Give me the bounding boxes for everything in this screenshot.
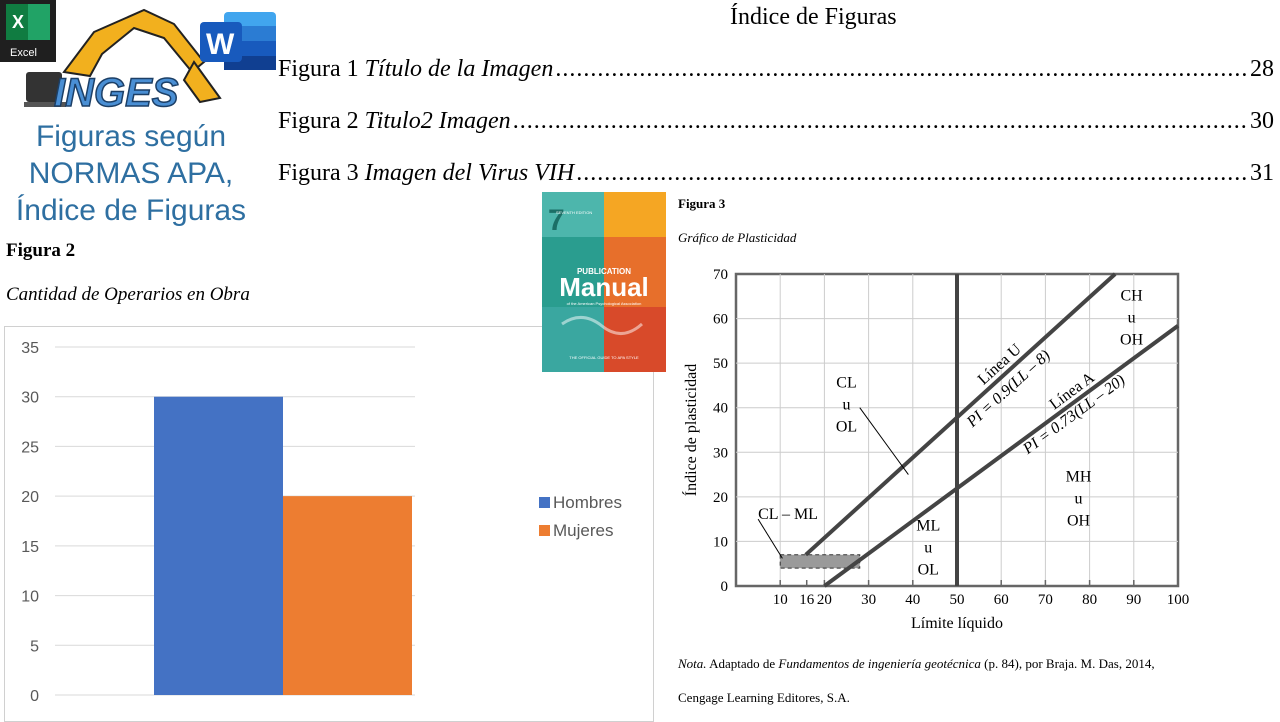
promo-line: NORMAS APA,	[28, 157, 234, 190]
x-tick-label: 70	[1038, 592, 1053, 608]
toc-title: Titulo2 Imagen	[364, 108, 511, 134]
y-tick-label: 60	[713, 312, 728, 328]
figure3-title: Gráfico de Plasticidad	[678, 230, 797, 245]
note-text: (p. 84), por Braja. M. Das, 2014,	[980, 656, 1155, 671]
toc-leader	[576, 158, 1248, 188]
y-tick-label: 30	[713, 445, 728, 461]
y-tick-label: 0	[721, 579, 729, 595]
bar-chart: 0 5 10 15 20 25 30 35 Hombres Mujeres	[4, 326, 654, 722]
toc-label: Figura 1	[278, 56, 359, 82]
y-tick-label: 70	[713, 267, 728, 283]
y-tick-label: 30	[21, 390, 39, 407]
toc-page: 28	[1250, 56, 1274, 82]
label-cl-ol: OL	[836, 419, 857, 436]
figure3-note-line2: Cengage Learning Editores, S.A.	[678, 690, 850, 705]
plasticity-chart: 10 16 20 30 40 50 60 70 80 90 100010203040506070Lí…	[681, 267, 1190, 632]
note-prefix: Nota.	[678, 656, 707, 671]
svg-text:W: W	[206, 28, 235, 61]
svg-text:SEVENTH EDITION: SEVENTH EDITION	[556, 210, 592, 215]
x-tick-label: 80	[1082, 592, 1097, 608]
arrow-cl-ol	[859, 407, 909, 475]
label-ch-oh: u	[1128, 310, 1136, 327]
y-tick-label: 0	[30, 688, 39, 705]
line-u	[804, 272, 1117, 557]
toc-title: Título de la Imagen	[364, 56, 554, 82]
y-axis-label: Índice de plasticidad	[681, 364, 700, 496]
label-ml-ol: ML	[916, 517, 940, 534]
label-cl-ol: u	[843, 397, 851, 414]
inges-logo: INGES	[24, 8, 222, 116]
x-tick-label: 20	[817, 592, 832, 608]
y-tick-label: 10	[713, 534, 728, 550]
x-tick-label: 30	[861, 592, 876, 608]
y-tick-label: 5	[30, 638, 39, 655]
excel-icon: X Excel	[0, 0, 56, 62]
toc-label: Figura 3	[278, 160, 359, 186]
label-mh-oh: OH	[1067, 512, 1091, 529]
note-book: Fundamentos de ingeniería geotécnica	[778, 656, 981, 671]
figure2-title: Cantidad de Operarios en Obra	[6, 284, 250, 305]
legend-label: Mujeres	[553, 521, 613, 540]
y-tick-label: 15	[21, 539, 39, 556]
x-tick-label: 50	[950, 592, 965, 608]
x-tick-label: 60	[994, 592, 1009, 608]
toc-entry[interactable]: Figura 3 Imagen del Virus VIH 31	[278, 158, 1274, 188]
x-axis-label: Límite líquido	[911, 615, 1003, 632]
label-mh-oh: u	[1075, 490, 1083, 507]
figure3-label: Figura 3	[678, 196, 726, 211]
svg-text:X: X	[12, 12, 24, 32]
index-title: Índice de Figuras	[730, 4, 897, 30]
toc-title: Imagen del Virus VIH	[364, 160, 575, 186]
toc-page: 30	[1250, 108, 1274, 134]
x-tick-label: 40	[905, 592, 920, 608]
x-tick-label: 16	[799, 592, 815, 608]
toc-leader	[513, 106, 1248, 136]
bar-mujeres	[283, 496, 412, 695]
svg-text:PUBLICATION: PUBLICATION	[577, 267, 631, 276]
y-tick-label: 40	[713, 401, 728, 417]
y-tick-label: 25	[21, 439, 39, 456]
figure3-note: Nota. Adaptado de Fundamentos de ingenie…	[678, 656, 1155, 672]
line-a	[823, 324, 1180, 588]
legend-label: Hombres	[553, 493, 622, 512]
bar-hombres	[154, 396, 283, 695]
toc-page: 31	[1250, 160, 1274, 186]
toc-entry[interactable]: Figura 1 Título de la Imagen 28	[278, 54, 1274, 84]
word-icon: W	[200, 12, 276, 70]
y-tick-label: 35	[21, 340, 39, 357]
label-cl-ml: CL – ML	[758, 506, 818, 523]
toc-leader	[555, 54, 1248, 84]
y-tick-label: 10	[21, 589, 39, 606]
excel-label: Excel	[10, 47, 37, 59]
promo-line: Índice de Figuras	[15, 194, 247, 227]
svg-text:THE OFFICIAL GUIDE TO APA STYL: THE OFFICIAL GUIDE TO APA STYLE	[569, 355, 639, 360]
figure2-label: Figura 2	[6, 240, 76, 261]
label-ch-oh: OH	[1120, 332, 1144, 349]
promo-caption: Figuras según NORMAS APA, Índice de Figu…	[0, 118, 262, 229]
svg-text:Manual: Manual	[559, 272, 649, 302]
promo-line: Figuras según	[35, 120, 227, 153]
label-ml-ol: OL	[918, 561, 939, 578]
arrow-cl-ml	[757, 518, 783, 559]
y-tick-label: 20	[21, 489, 39, 506]
svg-text:7: 7	[548, 204, 565, 237]
y-tick-label: 50	[713, 356, 728, 372]
label-ch-oh: CH	[1120, 288, 1143, 305]
x-tick-label: 90	[1126, 592, 1141, 608]
y-tick-label: 20	[713, 490, 728, 506]
x-tick-label: 10	[773, 592, 788, 608]
legend-swatch	[539, 497, 550, 508]
toc-entry[interactable]: Figura 2 Titulo2 Imagen 30	[278, 106, 1274, 136]
label-cl-ol: CL	[836, 375, 856, 392]
label-mh-oh: MH	[1066, 468, 1092, 485]
svg-text:of the American Psychological: of the American Psychological Associatio…	[567, 301, 642, 306]
legend-swatch	[539, 525, 550, 536]
note-text: Adaptado de	[706, 656, 779, 671]
label-ml-ol: u	[924, 539, 932, 556]
toc-label: Figura 2	[278, 108, 359, 134]
x-tick-label: 100	[1167, 592, 1190, 608]
apa-manual-cover: 7 SEVENTH EDITION PUBLICATION Manual of …	[542, 192, 666, 372]
cl-ml-zone	[779, 554, 861, 569]
svg-text:INGES: INGES	[54, 71, 179, 115]
